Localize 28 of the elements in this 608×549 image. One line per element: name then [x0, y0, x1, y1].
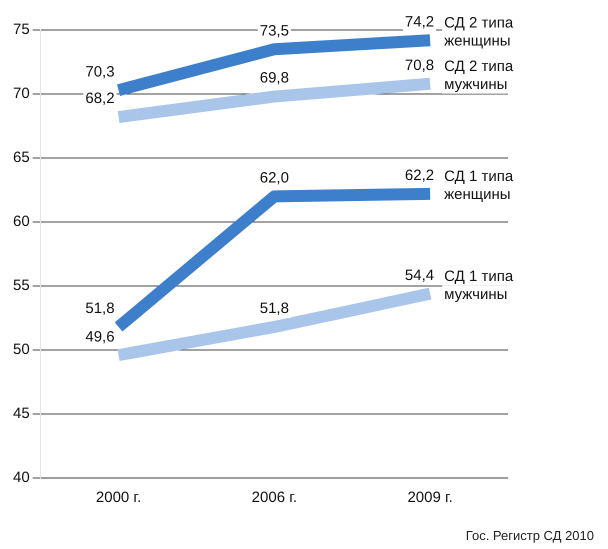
y-tick-label: 50 — [12, 341, 30, 358]
y-tick-label: 75 — [12, 21, 30, 38]
data-label: 51,8 — [85, 300, 115, 318]
y-tick-label: 40 — [12, 469, 30, 486]
series-label: СД 1 типа мужчины — [444, 268, 514, 303]
y-tick-label: 65 — [12, 149, 30, 166]
y-tick-label: 60 — [12, 213, 30, 230]
data-label: 73,5 — [260, 22, 289, 40]
y-tick-label: 70 — [12, 85, 30, 102]
data-label: 62,0 — [260, 170, 289, 187]
data-label: 62,2 — [404, 166, 434, 184]
data-label: 51,8 — [260, 300, 289, 318]
data-label: 70,3 — [85, 63, 115, 80]
x-tick-label: 2006 г. — [252, 489, 298, 506]
text: Гос. Регистр СД 2010 — [466, 528, 594, 543]
x-tick-label: 2009 г. — [407, 489, 453, 506]
data-label: 70,8 — [404, 56, 434, 74]
series-label: СД 2 типа женщины — [444, 14, 514, 50]
series-label: СД 1 типа женщины — [444, 168, 514, 203]
data-label: 49,6 — [85, 328, 115, 346]
data-label: 69,8 — [260, 70, 289, 87]
y-tick-label: 45 — [12, 405, 30, 422]
data-label: 68,2 — [85, 90, 115, 108]
y-tick-label: 55 — [12, 277, 30, 294]
data-label: 74,2 — [404, 13, 434, 30]
data-label: 54,4 — [404, 266, 434, 284]
series-label: СД 2 типа мужчины — [444, 58, 514, 93]
x-tick-label: 2000 г. — [96, 489, 142, 506]
